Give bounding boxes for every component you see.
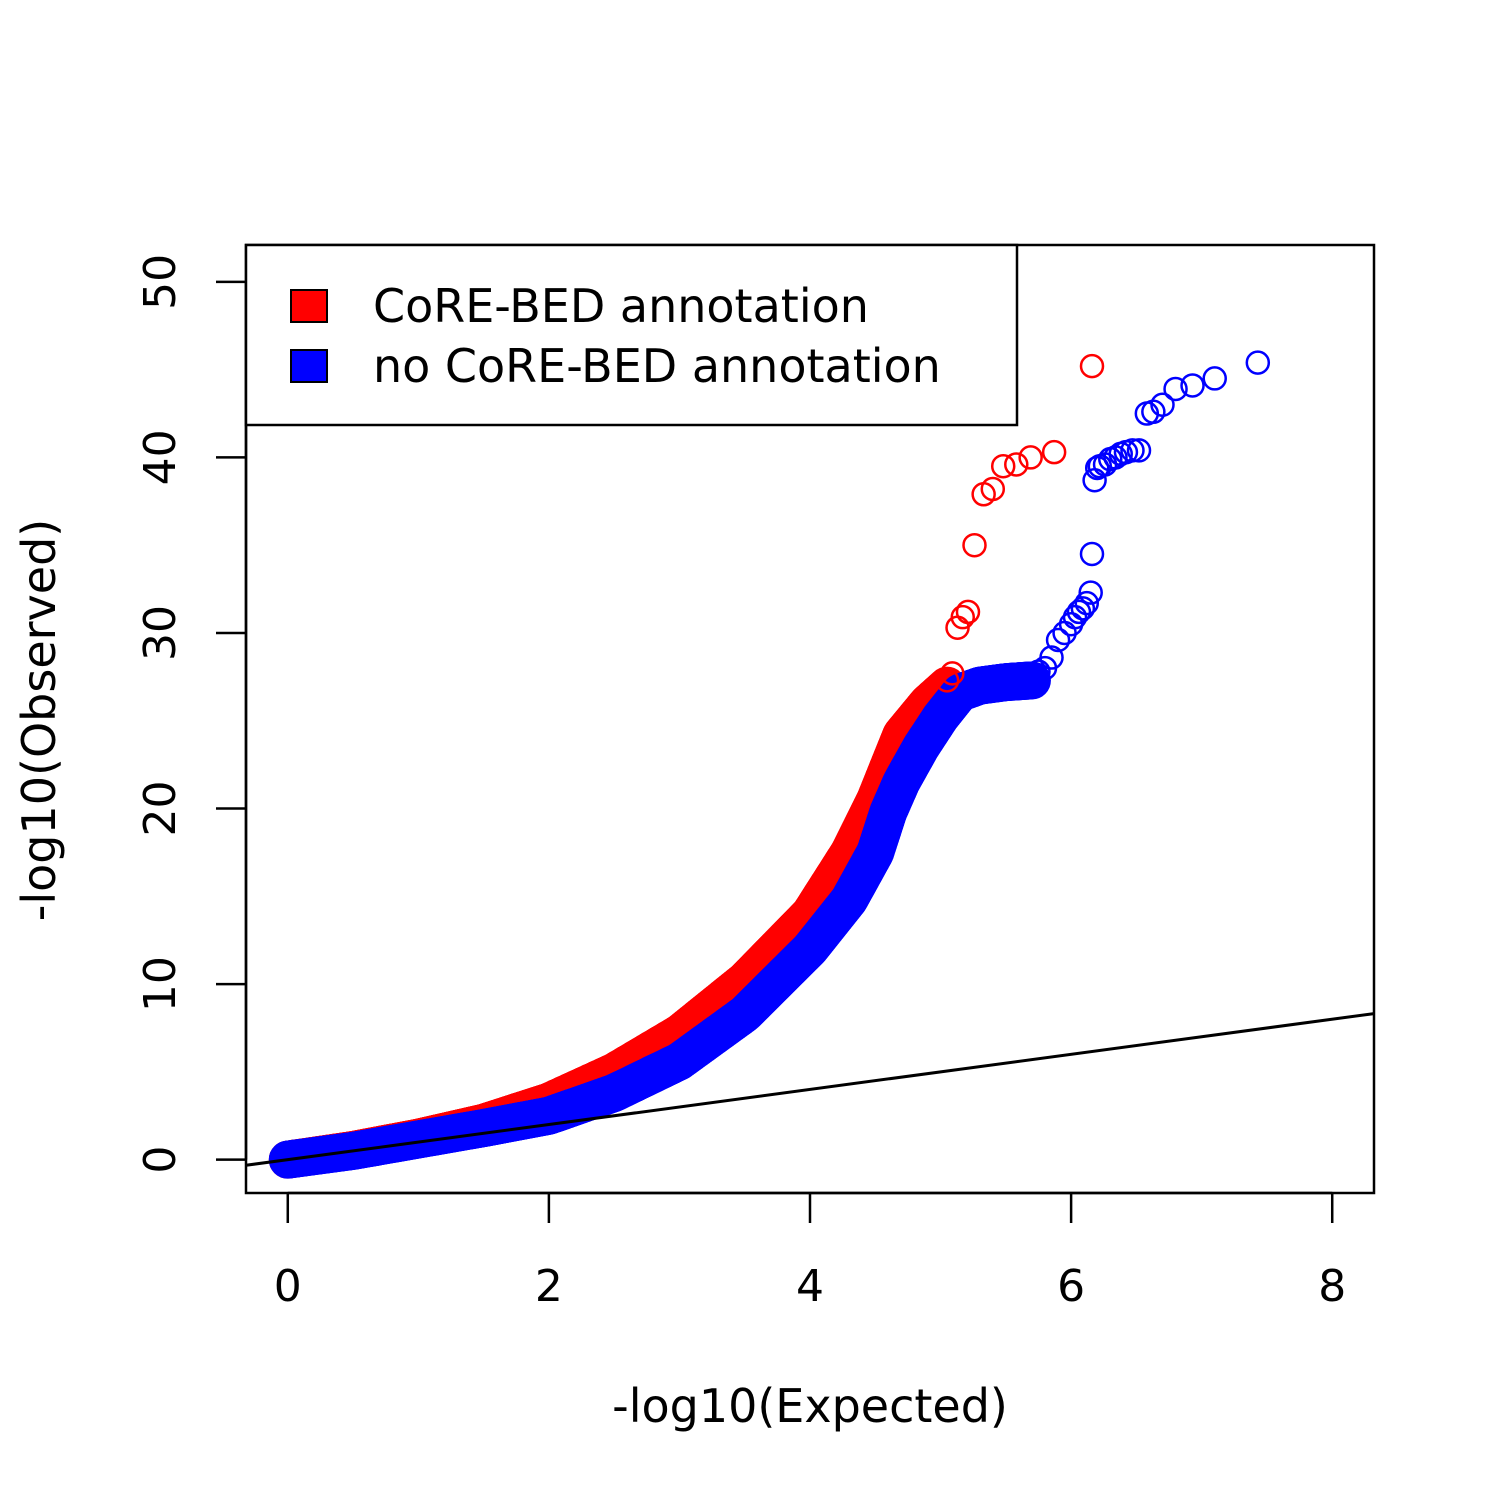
y-tick-label: 20 [135, 781, 186, 837]
legend-label-no-core-bed: no CoRE-BED annotation [373, 339, 941, 393]
x-tick-label: 2 [535, 1261, 563, 1312]
y-tick-label: 10 [135, 956, 186, 1012]
x-tick-label: 8 [1318, 1261, 1346, 1312]
y-tick-label: 0 [135, 1146, 186, 1174]
data-point [962, 532, 987, 558]
data-point [980, 476, 1006, 502]
reference-line [245, 1012, 1375, 1167]
data-point [1018, 445, 1043, 470]
data-point [1180, 373, 1205, 398]
legend-swatch-blue [290, 349, 328, 383]
data-point [1126, 438, 1152, 463]
legend-label-core-bed: CoRE-BED annotation [373, 279, 869, 333]
data-point [1150, 392, 1175, 418]
data-point [1079, 353, 1105, 379]
data-point [1070, 596, 1096, 621]
data-point [1120, 438, 1145, 463]
data-point [950, 604, 975, 630]
data-point [1202, 366, 1227, 391]
data-point [934, 668, 960, 693]
data-point [990, 453, 1016, 479]
y-axis-title: -log10(Observed) [12, 519, 66, 921]
data-point [1163, 376, 1188, 402]
data-point [1045, 627, 1071, 653]
x-tick-label: 6 [1057, 1261, 1085, 1312]
legend-box [244, 243, 1019, 427]
data-point [1078, 580, 1103, 605]
data-point [1074, 590, 1100, 616]
data-point [1245, 350, 1271, 375]
data-point [1039, 645, 1064, 670]
data-marks [245, 350, 1375, 1179]
data-point [1079, 541, 1105, 567]
series-core-bed [934, 353, 1105, 693]
y-tick-label: 30 [135, 605, 186, 661]
y-tick-label: 40 [135, 429, 186, 485]
x-tick-label: 0 [274, 1261, 302, 1312]
y-tick-label: 50 [135, 254, 186, 310]
data-point [955, 599, 981, 625]
x-axis-title: -log10(Expected) [612, 1379, 1008, 1433]
data-point [1004, 452, 1029, 477]
data-point [940, 661, 965, 686]
legend-swatch-red [290, 289, 328, 323]
x-tick-label: 4 [796, 1261, 824, 1312]
data-point [1066, 599, 1092, 625]
series-no-core-bed [1026, 350, 1271, 684]
data-point [1041, 439, 1067, 465]
legend: CoRE-BED annotation no CoRE-BED annotati… [244, 243, 1019, 427]
